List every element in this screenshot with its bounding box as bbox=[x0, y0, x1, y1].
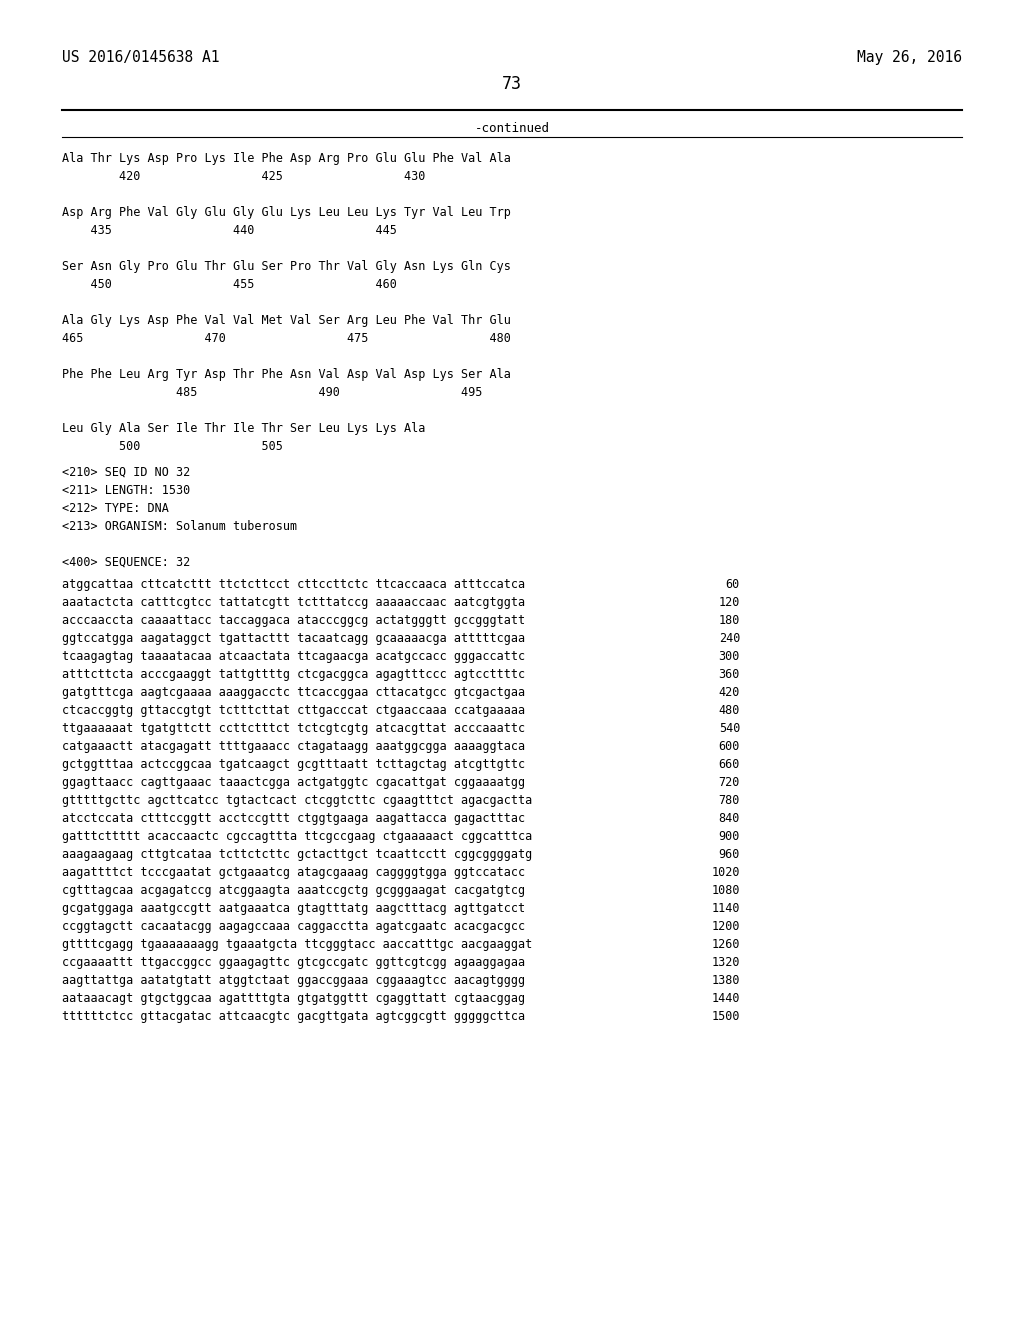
Text: 240: 240 bbox=[719, 632, 740, 645]
Text: gtttttgcttc agcttcatcc tgtactcact ctcggtcttc cgaagtttct agacgactta: gtttttgcttc agcttcatcc tgtactcact ctcggt… bbox=[62, 795, 532, 807]
Text: 1080: 1080 bbox=[712, 884, 740, 898]
Text: tcaagagtag taaaatacaa atcaactata ttcagaacga acatgccacc gggaccattc: tcaagagtag taaaatacaa atcaactata ttcagaa… bbox=[62, 649, 525, 663]
Text: Ala Thr Lys Asp Pro Lys Ile Phe Asp Arg Pro Glu Glu Phe Val Ala: Ala Thr Lys Asp Pro Lys Ile Phe Asp Arg … bbox=[62, 152, 511, 165]
Text: <212> TYPE: DNA: <212> TYPE: DNA bbox=[62, 502, 169, 515]
Text: 1140: 1140 bbox=[712, 902, 740, 915]
Text: cgtttagcaa acgagatccg atcggaagta aaatccgctg gcgggaagat cacgatgtcg: cgtttagcaa acgagatccg atcggaagta aaatccg… bbox=[62, 884, 525, 898]
Text: 180: 180 bbox=[719, 614, 740, 627]
Text: atttcttcta acccgaaggt tattgttttg ctcgacggca agagtttccc agtccttttc: atttcttcta acccgaaggt tattgttttg ctcgacg… bbox=[62, 668, 525, 681]
Text: 500                 505: 500 505 bbox=[62, 440, 283, 453]
Text: gatgtttcga aagtcgaaaa aaaggacctc ttcaccggaa cttacatgcc gtcgactgaa: gatgtttcga aagtcgaaaa aaaggacctc ttcaccg… bbox=[62, 686, 525, 700]
Text: 600: 600 bbox=[719, 741, 740, 752]
Text: 720: 720 bbox=[719, 776, 740, 789]
Text: aaagaagaag cttgtcataa tcttctcttc gctacttgct tcaattcctt cggcggggatg: aaagaagaag cttgtcataa tcttctcttc gctactt… bbox=[62, 847, 532, 861]
Text: US 2016/0145638 A1: US 2016/0145638 A1 bbox=[62, 50, 219, 65]
Text: 300: 300 bbox=[719, 649, 740, 663]
Text: 420: 420 bbox=[719, 686, 740, 700]
Text: atggcattaa cttcatcttt ttctcttcct cttccttctc ttcaccaaca atttccatca: atggcattaa cttcatcttt ttctcttcct cttcctt… bbox=[62, 578, 525, 591]
Text: ctcaccggtg gttaccgtgt tctttcttat cttgacccat ctgaaccaaa ccatgaaaaa: ctcaccggtg gttaccgtgt tctttcttat cttgacc… bbox=[62, 704, 525, 717]
Text: Ser Asn Gly Pro Glu Thr Glu Ser Pro Thr Val Gly Asn Lys Gln Cys: Ser Asn Gly Pro Glu Thr Glu Ser Pro Thr … bbox=[62, 260, 511, 273]
Text: acccaaccta caaaattacc taccaggaca atacccggcg actatgggtt gccgggtatt: acccaaccta caaaattacc taccaggaca atacccg… bbox=[62, 614, 525, 627]
Text: ttgaaaaaat tgatgttctt ccttctttct tctcgtcgtg atcacgttat acccaaattc: ttgaaaaaat tgatgttctt ccttctttct tctcgtc… bbox=[62, 722, 525, 735]
Text: 960: 960 bbox=[719, 847, 740, 861]
Text: gatttcttttt acaccaactc cgccagttta ttcgccgaag ctgaaaaact cggcatttca: gatttcttttt acaccaactc cgccagttta ttcgcc… bbox=[62, 830, 532, 843]
Text: 465                 470                 475                 480: 465 470 475 480 bbox=[62, 333, 511, 345]
Text: 120: 120 bbox=[719, 597, 740, 609]
Text: ggtccatgga aagataggct tgattacttt tacaatcagg gcaaaaacga atttttcgaa: ggtccatgga aagataggct tgattacttt tacaatc… bbox=[62, 632, 525, 645]
Text: 1440: 1440 bbox=[712, 993, 740, 1005]
Text: 450                 455                 460: 450 455 460 bbox=[62, 279, 397, 290]
Text: 360: 360 bbox=[719, 668, 740, 681]
Text: <210> SEQ ID NO 32: <210> SEQ ID NO 32 bbox=[62, 466, 190, 479]
Text: <211> LENGTH: 1530: <211> LENGTH: 1530 bbox=[62, 484, 190, 498]
Text: 1020: 1020 bbox=[712, 866, 740, 879]
Text: 420                 425                 430: 420 425 430 bbox=[62, 170, 425, 183]
Text: gttttcgagg tgaaaaaaagg tgaaatgcta ttcgggtacc aaccatttgc aacgaaggat: gttttcgagg tgaaaaaaagg tgaaatgcta ttcggg… bbox=[62, 939, 532, 950]
Text: May 26, 2016: May 26, 2016 bbox=[857, 50, 962, 65]
Text: 1200: 1200 bbox=[712, 920, 740, 933]
Text: atcctccata ctttccggtt acctccgttt ctggtgaaga aagattacca gagactttac: atcctccata ctttccggtt acctccgttt ctggtga… bbox=[62, 812, 525, 825]
Text: <400> SEQUENCE: 32: <400> SEQUENCE: 32 bbox=[62, 556, 190, 569]
Text: Phe Phe Leu Arg Tyr Asp Thr Phe Asn Val Asp Val Asp Lys Ser Ala: Phe Phe Leu Arg Tyr Asp Thr Phe Asn Val … bbox=[62, 368, 511, 381]
Text: Leu Gly Ala Ser Ile Thr Ile Thr Ser Leu Lys Lys Ala: Leu Gly Ala Ser Ile Thr Ile Thr Ser Leu … bbox=[62, 422, 425, 436]
Text: aagattttct tcccgaatat gctgaaatcg atagcgaaag caggggtgga ggtccatacc: aagattttct tcccgaatat gctgaaatcg atagcga… bbox=[62, 866, 525, 879]
Text: 60: 60 bbox=[726, 578, 740, 591]
Text: aagttattga aatatgtatt atggtctaat ggaccggaaa cggaaagtcc aacagtgggg: aagttattga aatatgtatt atggtctaat ggaccgg… bbox=[62, 974, 525, 987]
Text: gctggtttaa actccggcaa tgatcaagct gcgtttaatt tcttagctag atcgttgttc: gctggtttaa actccggcaa tgatcaagct gcgttta… bbox=[62, 758, 525, 771]
Text: 1320: 1320 bbox=[712, 956, 740, 969]
Text: 1260: 1260 bbox=[712, 939, 740, 950]
Text: 480: 480 bbox=[719, 704, 740, 717]
Text: 540: 540 bbox=[719, 722, 740, 735]
Text: ggagttaacc cagttgaaac taaactcgga actgatggtc cgacattgat cggaaaatgg: ggagttaacc cagttgaaac taaactcgga actgatg… bbox=[62, 776, 525, 789]
Text: Asp Arg Phe Val Gly Glu Gly Glu Lys Leu Leu Lys Tyr Val Leu Trp: Asp Arg Phe Val Gly Glu Gly Glu Lys Leu … bbox=[62, 206, 511, 219]
Text: 1500: 1500 bbox=[712, 1010, 740, 1023]
Text: 840: 840 bbox=[719, 812, 740, 825]
Text: 435                 440                 445: 435 440 445 bbox=[62, 224, 397, 238]
Text: 900: 900 bbox=[719, 830, 740, 843]
Text: 485                 490                 495: 485 490 495 bbox=[62, 385, 482, 399]
Text: aataaacagt gtgctggcaa agattttgta gtgatggttt cgaggttatt cgtaacggag: aataaacagt gtgctggcaa agattttgta gtgatgg… bbox=[62, 993, 525, 1005]
Text: 780: 780 bbox=[719, 795, 740, 807]
Text: 1380: 1380 bbox=[712, 974, 740, 987]
Text: ttttttctcc gttacgatac attcaacgtc gacgttgata agtcggcgtt gggggcttca: ttttttctcc gttacgatac attcaacgtc gacgttg… bbox=[62, 1010, 525, 1023]
Text: 73: 73 bbox=[502, 75, 522, 92]
Text: ccggtagctt cacaatacgg aagagccaaa caggacctta agatcgaatc acacgacgcc: ccggtagctt cacaatacgg aagagccaaa caggacc… bbox=[62, 920, 525, 933]
Text: catgaaactt atacgagatt ttttgaaacc ctagataagg aaatggcgga aaaaggtaca: catgaaactt atacgagatt ttttgaaacc ctagata… bbox=[62, 741, 525, 752]
Text: ccgaaaattt ttgaccggcc ggaagagttc gtcgccgatc ggttcgtcgg agaaggagaa: ccgaaaattt ttgaccggcc ggaagagttc gtcgccg… bbox=[62, 956, 525, 969]
Text: aaatactcta catttcgtcc tattatcgtt tctttatccg aaaaaccaac aatcgtggta: aaatactcta catttcgtcc tattatcgtt tctttat… bbox=[62, 597, 525, 609]
Text: -continued: -continued bbox=[474, 121, 550, 135]
Text: 660: 660 bbox=[719, 758, 740, 771]
Text: gcgatggaga aaatgccgtt aatgaaatca gtagtttatg aagctttacg agttgatcct: gcgatggaga aaatgccgtt aatgaaatca gtagttt… bbox=[62, 902, 525, 915]
Text: <213> ORGANISM: Solanum tuberosum: <213> ORGANISM: Solanum tuberosum bbox=[62, 520, 297, 533]
Text: Ala Gly Lys Asp Phe Val Val Met Val Ser Arg Leu Phe Val Thr Glu: Ala Gly Lys Asp Phe Val Val Met Val Ser … bbox=[62, 314, 511, 327]
